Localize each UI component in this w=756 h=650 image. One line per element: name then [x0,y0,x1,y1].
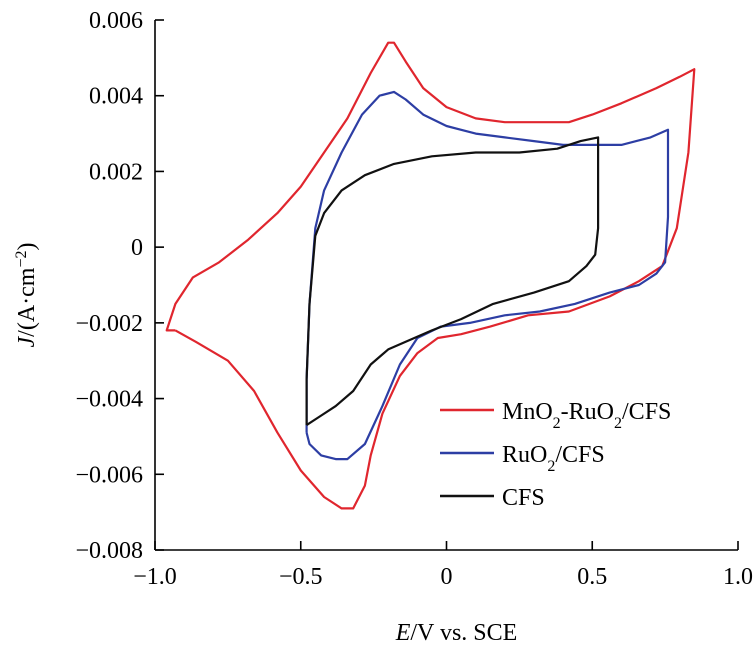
ticks: −1.0 −0.5 0 0.5 1.0 −0.008 −0.006 −0.004 −0.002 0… [75,8,753,590]
legend-label-part: 2 [614,415,622,432]
legend-label-0: MnO2-RuO2/CFS [502,399,671,432]
legend-label-1: RuO2/CFS [502,442,605,475]
legend-label-part: 2 [547,458,555,475]
x-axis-title: E/V vs. SCE [395,620,518,646]
x-axis-title-var: E [395,620,411,646]
x-tick-label: 0 [441,564,453,590]
axes [154,20,738,551]
legend-label-part: -RuO [561,399,614,425]
y-axis-title-var: J [14,336,40,348]
legend-label-2: CFS [502,485,545,511]
y-axis-title: J/(A·cm−2) [13,243,41,348]
y-axis-title-unit: /(A·cm [14,267,40,337]
legend-label-part: MnO [502,399,553,425]
x-tick-label: −1.0 [133,564,177,590]
y-tick-label: −0.006 [75,462,143,488]
y-tick-label: 0 [131,235,143,261]
y-tick-label: 0.004 [89,84,143,110]
series-line-0 [165,41,696,510]
x-axis-title-unit: /V vs. SCE [410,620,517,646]
y-tick-label: 0.002 [89,159,143,185]
series-line-1 [305,90,670,461]
x-tick-label: −0.5 [279,564,323,590]
y-tick-label: −0.002 [75,311,143,337]
y-axis-title-sup: −2 [13,251,30,268]
x-tick-label: 1.0 [723,564,753,590]
y-axis-title-close: ) [14,243,40,251]
y-tick-label: 0.006 [89,8,143,34]
y-tick-label: −0.008 [75,538,143,564]
series-line-2 [305,136,600,427]
legend-label-part: /CFS [555,442,604,468]
legend-label-part: CFS [502,485,545,511]
series-layer [165,41,696,510]
legend-label-part: /CFS [622,399,671,425]
legend-label-part: 2 [553,415,561,432]
x-tick-label: 0.5 [577,564,607,590]
legend-label-part: RuO [502,442,547,468]
y-tick-label: −0.004 [75,387,143,413]
